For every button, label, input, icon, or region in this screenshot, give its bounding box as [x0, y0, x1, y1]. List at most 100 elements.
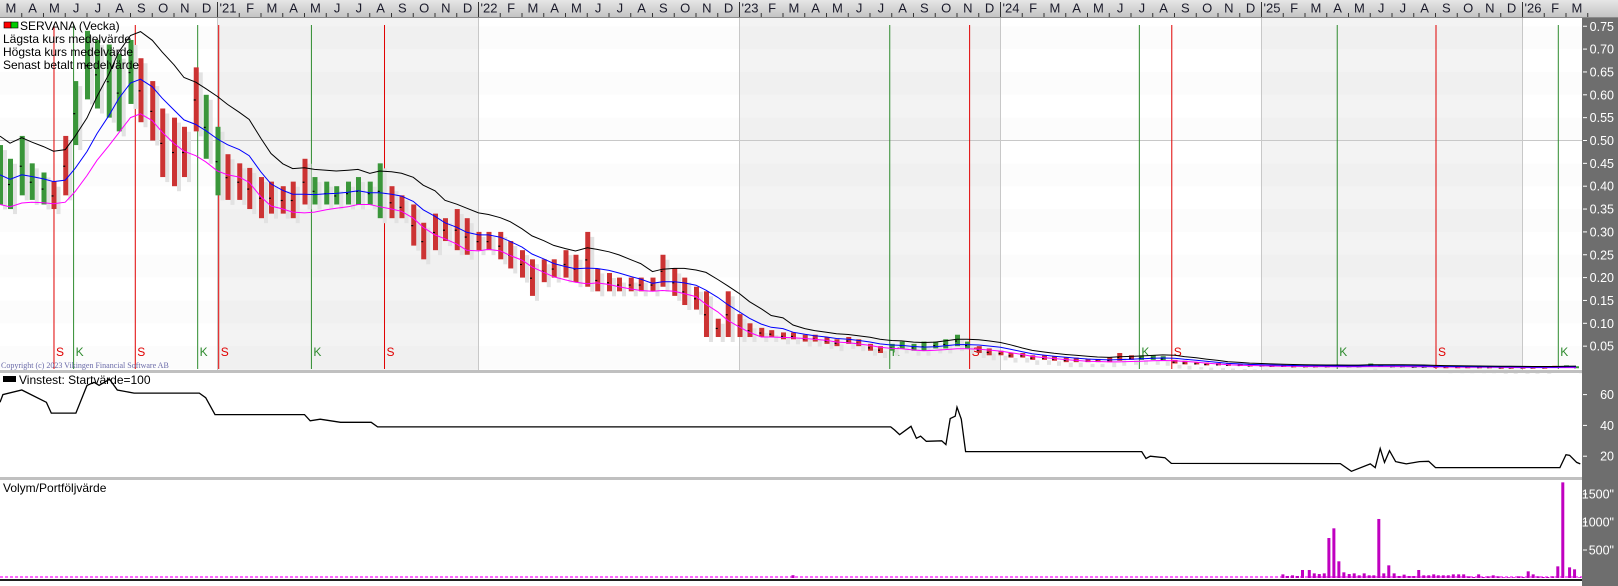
- volume-bar: [1472, 576, 1476, 578]
- price-bar: [921, 341, 927, 351]
- volume-bar: [1422, 575, 1426, 578]
- price-tick-label: 0.05: [1590, 340, 1614, 354]
- price-bar-shadow: [339, 191, 344, 210]
- month-label: M: [788, 1, 799, 16]
- volume-bar: [1568, 567, 1572, 578]
- vinstest-panel: [0, 378, 1581, 473]
- price-bar-shadow: [90, 35, 94, 105]
- volume-bar: [1327, 538, 1331, 578]
- volume-bar: [1457, 574, 1461, 578]
- month-label: A: [115, 1, 124, 16]
- price-bar-tick: [193, 99, 196, 101]
- volume-bar: [1521, 576, 1525, 578]
- price-bar: [237, 163, 243, 200]
- price-bar-tick: [824, 340, 827, 342]
- price-bar-shadow: [78, 86, 83, 151]
- price-bar-shadow: [894, 348, 899, 356]
- price-bar: [759, 327, 765, 338]
- price-bar-tick: [650, 284, 653, 286]
- panel-divider[interactable]: [0, 370, 1582, 373]
- price-tick-label: 0.70: [1590, 43, 1614, 57]
- price-bar-shadow: [34, 168, 39, 205]
- month-label: A: [1420, 1, 1429, 16]
- price-bar-tick: [411, 225, 414, 227]
- price-bar-shadow: [730, 296, 735, 343]
- month-label: F: [1029, 1, 1037, 16]
- price-bar-shadow: [252, 172, 257, 215]
- month-label: J: [1378, 1, 1385, 16]
- price-bar-shadow: [752, 328, 757, 343]
- price-bar-shadow: [1143, 360, 1148, 365]
- price-bar: [1085, 358, 1091, 363]
- month-label: F: [1290, 1, 1298, 16]
- month-label: J: [856, 1, 863, 16]
- price-bar-shadow: [111, 49, 116, 123]
- price-bar: [812, 334, 818, 342]
- volume-bar: [1412, 575, 1416, 578]
- price-bar-shadow: [317, 182, 322, 210]
- vinstest-legend: Vinstest: Startvärde=100: [3, 373, 151, 387]
- volume-bar: [1357, 575, 1361, 578]
- price-bar-tick: [595, 279, 598, 282]
- price-bar: [769, 330, 775, 338]
- volume-bar: [1551, 576, 1555, 578]
- price-bar: [94, 39, 100, 109]
- price-bar-tick: [442, 229, 445, 231]
- month-label: '25: [1264, 1, 1281, 16]
- price-bar: [616, 277, 622, 292]
- month-label: A: [28, 1, 37, 16]
- month-label: D: [463, 1, 472, 16]
- volume-bar: [1397, 575, 1401, 578]
- price-bar-tick: [160, 142, 163, 144]
- legend-swatch-vinstest: [3, 376, 16, 382]
- panel-divider[interactable]: [0, 477, 1582, 480]
- month-label: F: [246, 1, 254, 16]
- price-bar-tick: [29, 181, 32, 183]
- time-axis[interactable]: [0, 0, 1618, 17]
- month-label: A: [376, 1, 385, 16]
- price-bar-tick: [1172, 361, 1175, 363]
- price-tick-label: 0.55: [1590, 111, 1614, 125]
- price-bar-shadow: [295, 186, 300, 224]
- price-bar-tick: [1225, 364, 1228, 366]
- price-bar-shadow: [534, 264, 539, 301]
- price-bar-tick: [1129, 357, 1131, 359]
- price-bar-tick: [628, 284, 631, 286]
- month-label: M: [1354, 1, 1365, 16]
- price-bar-tick: [1182, 362, 1185, 364]
- month-label: J: [356, 1, 363, 16]
- price-bar-tick: [781, 335, 783, 338]
- month-label: S: [1442, 1, 1451, 16]
- price-bar: [790, 332, 796, 340]
- price-bar-shadow: [720, 323, 725, 343]
- price-bar-tick: [790, 335, 793, 338]
- buy-signal-label: K: [1560, 345, 1568, 359]
- month-label: F: [768, 1, 776, 16]
- price-bar-shadow: [600, 273, 605, 297]
- price-bar-shadow: [24, 140, 29, 201]
- month-label: M: [310, 1, 321, 16]
- price-bar: [682, 277, 688, 306]
- legend-last-ma: Senast betalt medelvärde: [3, 58, 139, 72]
- volume-bar: [1462, 574, 1466, 578]
- price-bar-tick: [128, 71, 131, 74]
- price-bar: [334, 186, 340, 205]
- month-label: O: [1202, 1, 1212, 16]
- month-label: D: [202, 1, 211, 16]
- price-tick-label: 0.60: [1590, 88, 1614, 102]
- price-bar-shadow: [68, 140, 73, 201]
- price-bar: [1573, 366, 1579, 369]
- price-bar: [650, 277, 656, 292]
- volume-bar: [1322, 573, 1326, 578]
- price-bar-shadow: [546, 264, 551, 288]
- price-bar-tick: [877, 349, 880, 351]
- price-bar-tick: [498, 245, 501, 247]
- month-label: D: [1246, 1, 1255, 16]
- price-bar: [29, 163, 35, 200]
- price-bar-tick: [1051, 358, 1054, 360]
- price-bar-tick: [138, 90, 141, 92]
- buy-signal-label: K: [200, 345, 208, 359]
- price-bar-tick: [551, 268, 554, 270]
- month-label: D: [1507, 1, 1516, 16]
- price-bar: [877, 346, 883, 354]
